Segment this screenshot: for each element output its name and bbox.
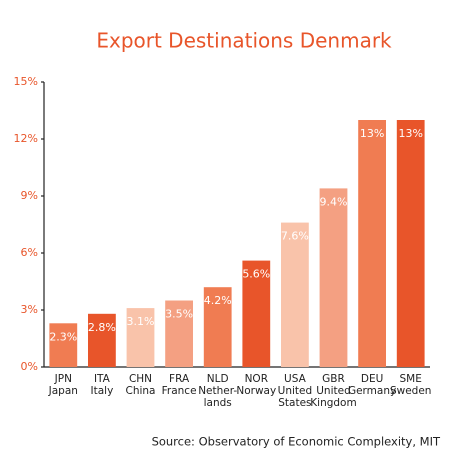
bar: [165, 300, 193, 367]
value-label: 2.3%: [49, 330, 77, 343]
x-tick-label: DEU: [361, 373, 383, 385]
x-tick-sublabel: States: [278, 397, 311, 409]
source-note: Source: Observatory of Economic Complexi…: [152, 435, 441, 449]
x-tick-sublabel: lands: [204, 397, 232, 409]
x-tick-sublabel: France: [162, 385, 197, 397]
value-label: 3.1%: [127, 315, 155, 328]
x-tick-sublabel: Kingdom: [310, 397, 356, 409]
y-tick-label: 15%: [14, 75, 38, 88]
value-label: 3.5%: [165, 308, 193, 321]
x-tick-label: NOR: [245, 373, 268, 385]
x-tick-label: ITA: [94, 373, 111, 385]
chart-title: Export Destinations Denmark: [96, 29, 392, 53]
x-tick-sublabel: China: [126, 385, 156, 397]
x-tick-sublabel: Nether-: [198, 385, 237, 397]
y-tick-label: 3%: [21, 303, 38, 316]
bar: [49, 323, 78, 367]
y-tick-label: 6%: [21, 246, 38, 259]
value-label: 4.2%: [204, 294, 232, 307]
bar: [88, 313, 116, 367]
x-tick-label: GBR: [322, 373, 345, 385]
value-label: 7.6%: [281, 230, 309, 243]
bar: [358, 120, 386, 367]
x-tick-sublabel: Germany: [348, 385, 396, 397]
bar: [242, 260, 271, 367]
value-label: 2.8%: [88, 321, 116, 334]
x-tick-label: CHN: [129, 373, 152, 385]
value-label: 5.6%: [242, 268, 270, 281]
value-label: 13%: [360, 127, 384, 140]
x-tick-sublabel: Sweden: [390, 385, 432, 397]
y-tick-label: 9%: [21, 189, 38, 202]
bar: [396, 120, 425, 367]
x-tick-label: FRA: [169, 373, 190, 385]
x-tick-sublabel: United: [278, 385, 313, 397]
y-tick-label: 12%: [14, 132, 38, 145]
bar: [126, 308, 155, 367]
x-tick-label: NLD: [207, 373, 229, 385]
x-tick-sublabel: Japan: [48, 385, 78, 397]
x-tick-sublabel: United: [316, 385, 351, 397]
y-tick-label: 0%: [21, 360, 38, 373]
x-tick-sublabel: Norway: [236, 385, 276, 397]
bar: [281, 222, 309, 367]
x-tick-label: USA: [284, 373, 307, 385]
x-tick-label: SME: [400, 373, 422, 385]
bar: [203, 287, 232, 367]
value-label: 9.4%: [320, 195, 348, 208]
x-tick-label: JPN: [54, 373, 72, 385]
value-label: 13%: [398, 127, 422, 140]
bar: [319, 188, 348, 367]
x-tick-sublabel: Italy: [91, 385, 114, 397]
